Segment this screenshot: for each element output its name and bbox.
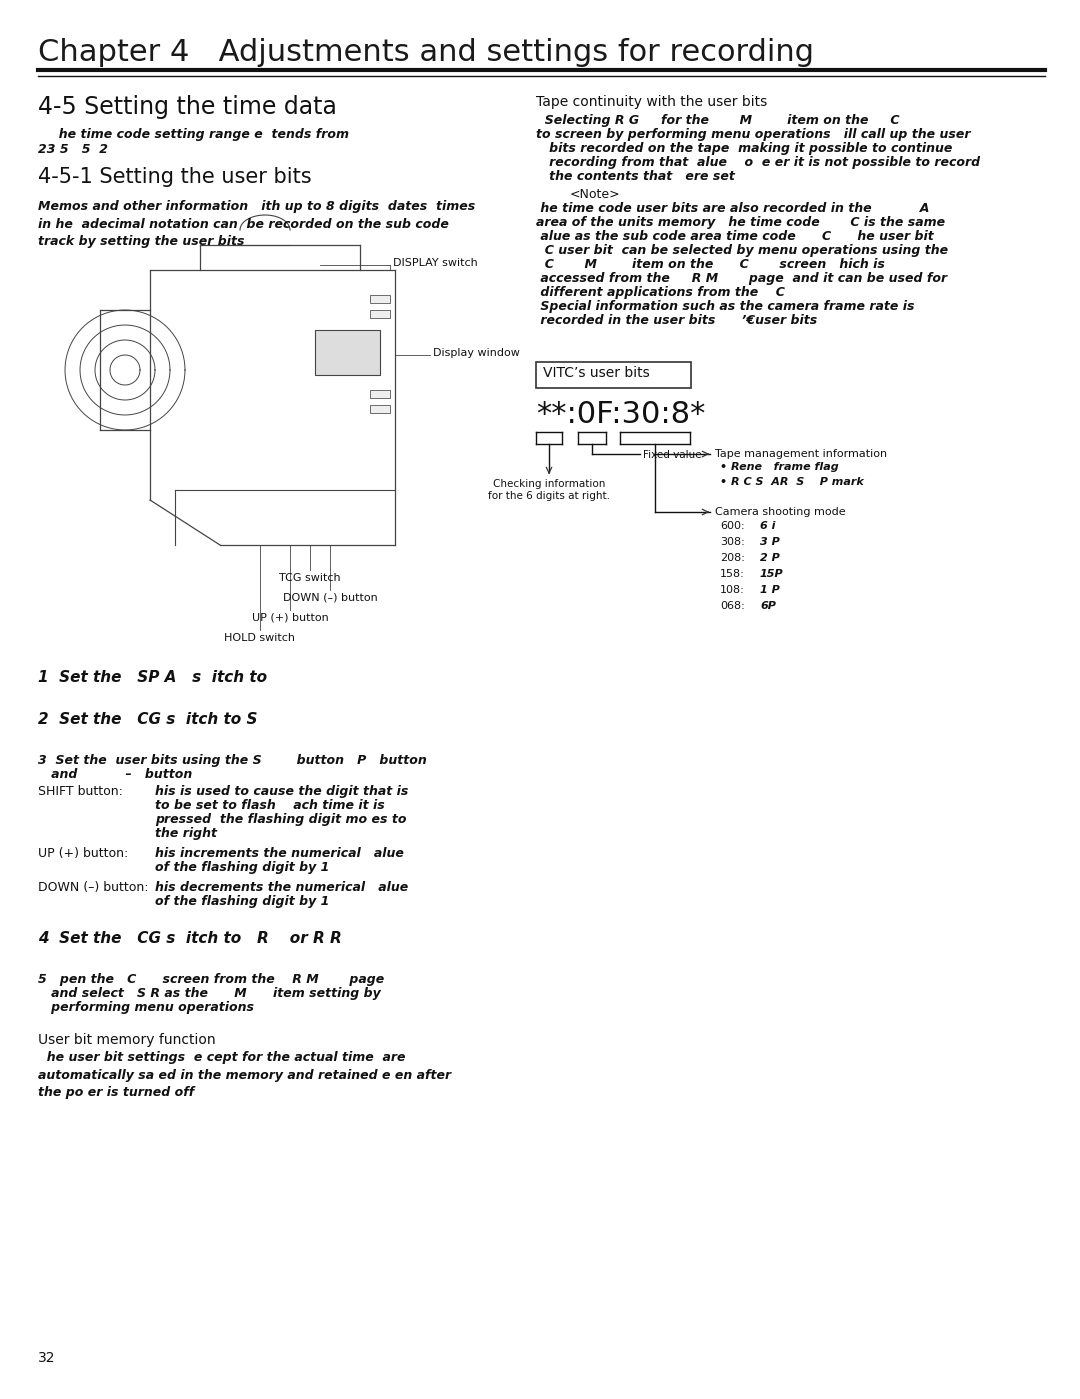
Text: performing menu operations: performing menu operations: [38, 1002, 254, 1014]
Text: 2  Set the   CG s  itch to S: 2 Set the CG s itch to S: [38, 712, 257, 727]
Text: 600:: 600:: [720, 520, 744, 532]
Text: DISPLAY switch: DISPLAY switch: [393, 257, 477, 269]
Text: • Rene   frame flag: • Rene frame flag: [720, 462, 839, 471]
Text: 32: 32: [38, 1351, 55, 1365]
Text: he time code setting range e  tends from: he time code setting range e tends from: [50, 127, 349, 141]
Text: pressed  the flashing digit mo es to: pressed the flashing digit mo es to: [156, 813, 406, 825]
Text: 6 i: 6 i: [760, 520, 775, 532]
Text: the right: the right: [156, 827, 217, 839]
Text: accessed from the     R M       page  and it can be used for: accessed from the R M page and it can be…: [536, 271, 947, 285]
Text: Chapter 4   Adjustments and settings for recording: Chapter 4 Adjustments and settings for r…: [38, 38, 814, 67]
Text: 4  Set the   CG s  itch to   R    or R R: 4 Set the CG s itch to R or R R: [38, 930, 341, 946]
Text: 208:: 208:: [720, 553, 745, 562]
Text: 1 P: 1 P: [760, 585, 780, 595]
Text: Checking information
for the 6 digits at right.: Checking information for the 6 digits at…: [488, 478, 610, 501]
Text: 15P: 15P: [760, 569, 784, 579]
Text: his increments the numerical   alue: his increments the numerical alue: [156, 846, 404, 860]
Text: he user bit settings  e cept for the actual time  are
automatically sa ed in the: he user bit settings e cept for the actu…: [38, 1051, 451, 1100]
Text: 5   pen the   C      screen from the    R M       page: 5 pen the C screen from the R M page: [38, 972, 384, 986]
Text: DOWN (–) button:: DOWN (–) button:: [38, 881, 149, 894]
Text: C       M        item on the      C       screen   hich is: C M item on the C screen hich is: [536, 257, 885, 271]
Text: bits recorded on the tape  making it possible to continue: bits recorded on the tape making it poss…: [536, 143, 953, 155]
Text: HOLD switch: HOLD switch: [225, 632, 296, 644]
Text: 3  Set the  user bits using the S        button   P   button: 3 Set the user bits using the S button P…: [38, 754, 427, 767]
Text: 068:: 068:: [720, 602, 745, 611]
Text: Selecting R G     for the       M        item on the     C: Selecting R G for the M item on the C: [536, 113, 900, 127]
Text: DOWN (–) button: DOWN (–) button: [283, 593, 377, 603]
Text: 158:: 158:: [720, 569, 745, 579]
Text: TCG switch: TCG switch: [280, 574, 341, 583]
Text: C user bit  can be selected by menu operations using the: C user bit can be selected by menu opera…: [536, 243, 948, 257]
Text: his decrements the numerical   alue: his decrements the numerical alue: [156, 881, 408, 894]
Text: the contents that   ere set: the contents that ere set: [536, 171, 734, 183]
Text: to screen by performing menu operations   ill call up the user: to screen by performing menu operations …: [536, 127, 971, 141]
Text: VITC’s user bits: VITC’s user bits: [543, 367, 650, 381]
Bar: [536, 362, 691, 388]
Bar: [315, 330, 380, 375]
Text: his is used to cause the digit that is: his is used to cause the digit that is: [156, 785, 408, 797]
Text: Memos and other information   ith up to 8 digits  dates  times
in he  adecimal n: Memos and other information ith up to 8 …: [38, 200, 475, 248]
Text: to be set to flash    ach time it is: to be set to flash ach time it is: [156, 799, 384, 811]
Text: Fixed value: Fixed value: [643, 450, 702, 460]
Text: • R C S  AR  S    P mark: • R C S AR S P mark: [720, 477, 864, 487]
Text: 308:: 308:: [720, 537, 745, 547]
Text: 3 P: 3 P: [760, 537, 780, 547]
Text: of the flashing digit by 1: of the flashing digit by 1: [156, 895, 329, 908]
Text: User bit memory function: User bit memory function: [38, 1032, 216, 1046]
Text: Tape continuity with the user bits: Tape continuity with the user bits: [536, 95, 767, 109]
Text: Camera shooting mode: Camera shooting mode: [715, 506, 846, 518]
Bar: [370, 390, 390, 397]
Text: different applications from the    C: different applications from the C: [536, 285, 785, 299]
Text: he time code user bits are also recorded in the           A: he time code user bits are also recorded…: [536, 201, 930, 215]
Text: recording from that  alue    o  e er it is not possible to record: recording from that alue o e er it is no…: [536, 157, 981, 169]
Text: alue as the sub code area time code      C      he user bit: alue as the sub code area time code C he…: [536, 229, 934, 243]
Text: recorded in the user bits      ’€user bits: recorded in the user bits ’€user bits: [536, 313, 818, 327]
Text: 6P: 6P: [760, 602, 775, 611]
Text: UP (+) button: UP (+) button: [252, 613, 328, 623]
Text: 4-5 Setting the time data: 4-5 Setting the time data: [38, 95, 337, 119]
Text: Special information such as the camera frame rate is: Special information such as the camera f…: [536, 299, 915, 313]
Text: and select   S R as the      M      item setting by: and select S R as the M item setting by: [38, 988, 381, 1000]
Text: of the flashing digit by 1: of the flashing digit by 1: [156, 860, 329, 874]
Bar: [370, 311, 390, 318]
Text: 108:: 108:: [720, 585, 745, 595]
Text: 4-5-1 Setting the user bits: 4-5-1 Setting the user bits: [38, 166, 312, 187]
Bar: [370, 404, 390, 413]
Text: **:0F:30:8*: **:0F:30:8*: [536, 400, 705, 429]
Text: 2 P: 2 P: [760, 553, 780, 562]
Text: area of the units memory   he time code       C is the same: area of the units memory he time code C …: [536, 215, 945, 229]
Text: 1  Set the   SP A   s  itch to: 1 Set the SP A s itch to: [38, 670, 267, 686]
Text: Display window: Display window: [433, 348, 519, 358]
Text: Tape management information: Tape management information: [715, 449, 887, 459]
Text: SHIFT button:: SHIFT button:: [38, 785, 123, 797]
Text: UP (+) button:: UP (+) button:: [38, 846, 129, 860]
Bar: [370, 295, 390, 304]
Text: 23 5   5  2: 23 5 5 2: [38, 143, 108, 157]
Text: and           –   button: and – button: [38, 768, 192, 781]
Text: <Note>: <Note>: [570, 187, 621, 201]
